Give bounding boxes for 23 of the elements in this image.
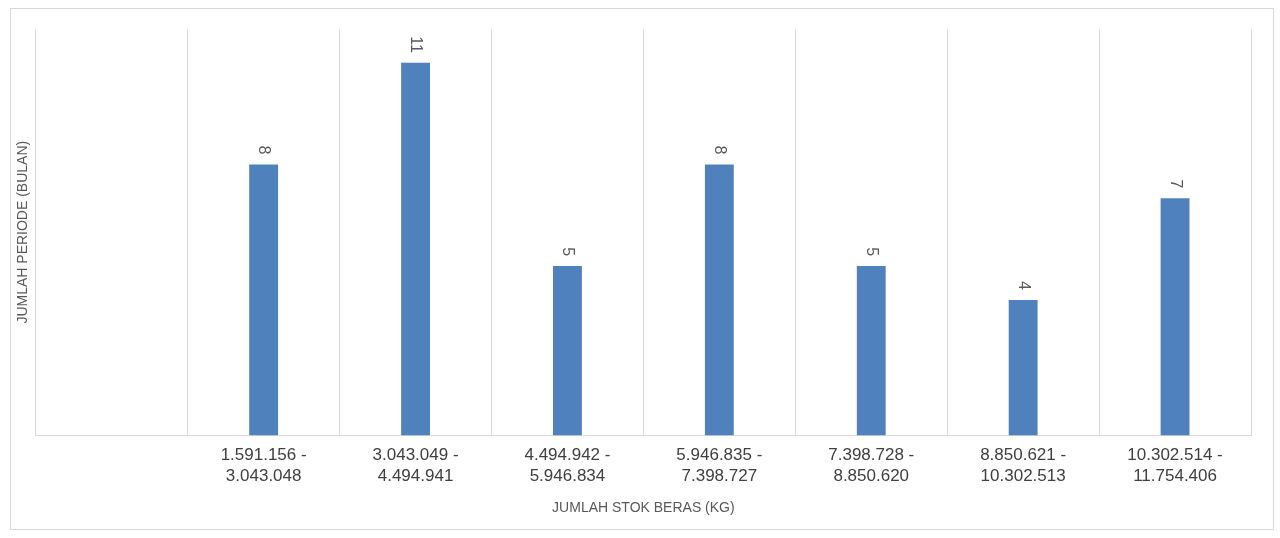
x-tick-label: 1.591.156 - 3.043.048 <box>220 445 307 485</box>
data-label: 4 <box>1015 281 1033 291</box>
data-label: 5 <box>863 247 881 257</box>
x-tick-label: 8.850.621 - 10.302.513 <box>980 445 1067 485</box>
bar <box>249 164 279 436</box>
data-label: 5 <box>560 247 578 257</box>
x-tick-label: 5.946.835 - 7.398.727 <box>676 445 763 485</box>
data-label: 8 <box>256 145 274 155</box>
bar <box>553 266 582 436</box>
x-axis-title: JUMLAH STOK BERAS (KG) <box>552 499 735 516</box>
data-label: 8 <box>711 145 729 155</box>
x-tick-label: 10.302.514 - 11.754.406 <box>1127 445 1223 485</box>
x-tick-label: 4.494.942 - 5.946.834 <box>524 445 611 485</box>
bar <box>856 266 886 436</box>
bar <box>704 164 734 436</box>
bar <box>401 62 430 436</box>
data-label: 11 <box>408 36 426 53</box>
data-label: 7 <box>1167 179 1185 189</box>
x-tick-label: 3.043.049 - 4.494.941 <box>372 445 459 485</box>
bar <box>1008 299 1038 436</box>
x-tick-label: 7.398.728 - 8.850.620 <box>828 445 915 485</box>
y-axis-title: JUMLAH PERIODE (BULAN) <box>14 140 31 324</box>
bar <box>1160 198 1190 436</box>
